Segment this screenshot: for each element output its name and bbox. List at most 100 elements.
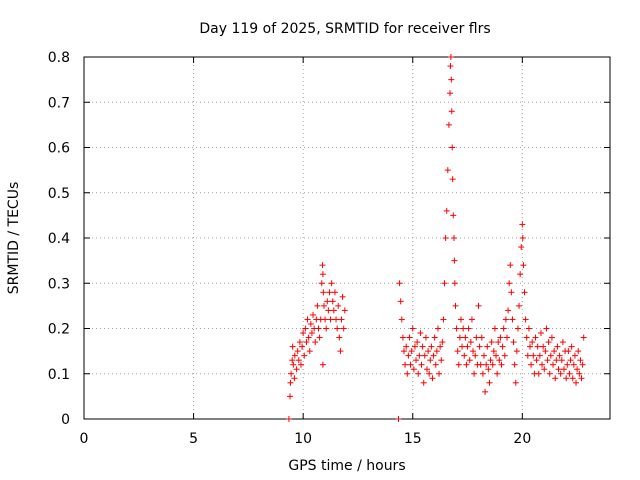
data-point xyxy=(574,366,581,373)
data-point xyxy=(493,352,500,359)
data-point xyxy=(498,361,505,368)
data-point xyxy=(291,375,298,382)
data-point xyxy=(434,325,441,332)
y-tick-label: 0.4 xyxy=(48,231,70,247)
data-point xyxy=(523,334,530,341)
data-point xyxy=(411,343,418,350)
data-point xyxy=(310,311,317,318)
data-point xyxy=(337,348,344,355)
data-point xyxy=(496,357,503,364)
data-point xyxy=(306,348,313,355)
data-point xyxy=(507,262,514,269)
data-point xyxy=(333,316,340,323)
data-point xyxy=(451,257,458,264)
data-point xyxy=(325,307,332,314)
x-tick-label: 10 xyxy=(294,431,312,447)
data-point xyxy=(527,343,534,350)
data-point xyxy=(294,348,301,355)
data-point xyxy=(287,379,294,386)
data-point xyxy=(295,357,302,364)
data-point xyxy=(508,289,515,296)
data-point xyxy=(450,235,457,241)
data-point xyxy=(534,343,541,350)
data-point xyxy=(431,334,438,341)
data-point xyxy=(568,343,575,350)
data-point xyxy=(519,221,526,228)
data-point xyxy=(397,298,404,305)
data-point xyxy=(484,343,491,350)
data-point xyxy=(487,357,494,364)
data-point xyxy=(420,379,427,386)
x-axis-label: GPS time / hours xyxy=(288,458,405,474)
data-point xyxy=(557,370,564,377)
data-point xyxy=(518,244,525,251)
x-tick-label: 15 xyxy=(404,431,422,447)
data-point xyxy=(289,343,296,350)
data-point xyxy=(512,379,519,386)
data-point xyxy=(505,307,512,314)
data-point xyxy=(451,280,458,287)
data-point xyxy=(533,357,540,364)
data-point xyxy=(478,334,485,341)
data-point xyxy=(552,375,559,382)
data-point xyxy=(408,348,415,355)
data-point xyxy=(307,320,314,327)
data-point xyxy=(522,316,529,323)
data-point xyxy=(320,302,327,309)
data-point xyxy=(287,393,294,400)
data-point xyxy=(289,357,296,364)
data-point xyxy=(402,361,409,368)
data-point xyxy=(494,370,501,377)
data-point xyxy=(419,343,426,350)
data-point xyxy=(291,352,298,359)
data-point xyxy=(466,357,473,364)
data-point xyxy=(456,334,463,341)
data-point xyxy=(489,361,496,368)
data-point xyxy=(554,343,561,350)
data-point xyxy=(467,339,474,346)
y-tick-label: 0.6 xyxy=(48,141,70,157)
data-point xyxy=(437,343,444,350)
data-point xyxy=(340,325,347,332)
data-point xyxy=(406,334,413,341)
data-point xyxy=(530,352,537,359)
data-point xyxy=(514,325,521,332)
data-point xyxy=(580,334,587,341)
data-point xyxy=(542,348,549,355)
data-point xyxy=(560,366,567,373)
data-point xyxy=(299,343,306,350)
data-point xyxy=(326,289,333,296)
data-point xyxy=(544,357,551,364)
data-point xyxy=(453,325,460,332)
data-point xyxy=(285,416,292,422)
data-point xyxy=(524,352,531,359)
data-point xyxy=(334,325,341,332)
data-point xyxy=(509,316,516,323)
data-point xyxy=(341,307,348,314)
data-point xyxy=(558,357,565,364)
data-point xyxy=(396,280,403,287)
data-point xyxy=(529,339,536,346)
data-point xyxy=(525,325,532,332)
x-tick-label: 5 xyxy=(189,431,198,447)
data-point xyxy=(516,302,523,309)
data-point xyxy=(315,325,322,332)
data-point xyxy=(409,325,416,332)
data-point xyxy=(297,361,304,368)
data-point xyxy=(459,343,466,350)
data-point xyxy=(457,316,464,323)
data-point xyxy=(308,330,315,337)
data-point xyxy=(464,343,471,350)
data-point xyxy=(443,207,450,214)
data-point xyxy=(413,357,420,364)
y-axis-label: SRMTID / TECUs xyxy=(6,182,22,295)
data-point xyxy=(448,76,455,83)
y-tick-label: 0.8 xyxy=(48,50,70,66)
data-point xyxy=(296,339,303,346)
data-point xyxy=(472,352,479,359)
y-tick-label: 0 xyxy=(61,412,70,428)
data-point xyxy=(463,361,470,368)
data-point xyxy=(546,370,553,377)
data-point xyxy=(314,302,321,309)
data-point xyxy=(448,108,455,115)
